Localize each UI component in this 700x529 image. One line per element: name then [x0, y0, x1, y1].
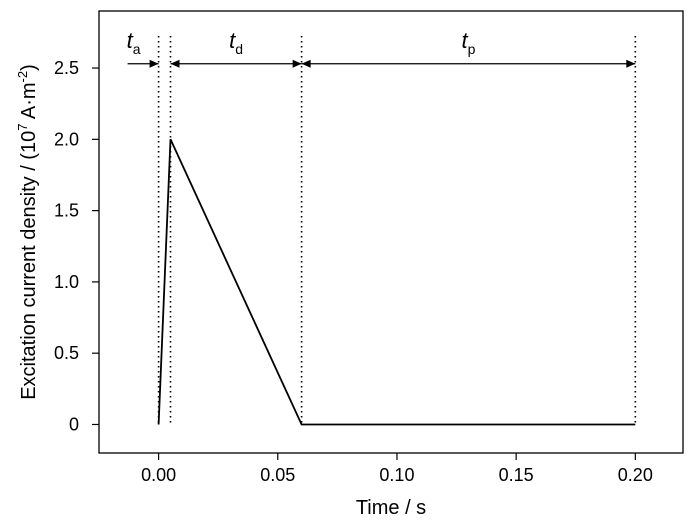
- series-line-0: [157, 138, 636, 426]
- y-axis-title-close: ): [18, 64, 40, 71]
- interval-label-main: t: [462, 28, 469, 53]
- y-axis-title-unit-exp: -2: [15, 71, 30, 83]
- y-axis-title: Excitation current density / (107 A·m-2): [15, 64, 40, 400]
- interval-arrows: ta td tp: [127, 28, 636, 68]
- x-ticks: 0.00 0.05 0.10 0.15 0.20: [141, 453, 653, 485]
- plot-frame: [98, 10, 684, 454]
- interval-label-sub: p: [468, 41, 476, 57]
- y-tick-label: 2.5: [54, 58, 79, 78]
- interval-label-d: td: [229, 28, 243, 57]
- y-tick-label: 0.5: [54, 343, 79, 363]
- arrow-head: [301, 59, 311, 68]
- y-ticks: 0 0.5 1.0 1.5 2.0 2.5: [54, 58, 99, 434]
- x-tick-label: 0.05: [260, 465, 295, 485]
- interval-label-sub: d: [235, 41, 243, 57]
- arrow-head: [292, 59, 302, 68]
- arrow-head: [626, 59, 636, 68]
- y-axis-title-unit: A·m: [18, 82, 40, 123]
- y-tick-label: 2.0: [54, 129, 79, 149]
- y-tick-label: 0: [69, 414, 79, 434]
- interval-label-a: ta: [127, 28, 141, 57]
- y-tick-label: 1.5: [54, 201, 79, 221]
- y-axis-title-exp: 7: [15, 124, 30, 131]
- x-tick-label: 0.10: [379, 465, 414, 485]
- x-tick-label: 0.00: [141, 465, 176, 485]
- interval-label-main: t: [229, 28, 236, 53]
- series-layer: [157, 138, 636, 426]
- interval-label-main: t: [127, 28, 134, 53]
- interval-label-sub: a: [133, 41, 141, 57]
- arrow-head: [170, 59, 180, 68]
- interval-label-p: tp: [462, 28, 476, 57]
- x-tick-label: 0.20: [618, 465, 653, 485]
- arrow-head: [149, 59, 159, 68]
- x-axis-title: Time / s: [356, 497, 426, 519]
- interval-boundaries: [157, 36, 637, 425]
- x-tick-label: 0.15: [499, 465, 534, 485]
- y-axis-title-main: Excitation current density / (10: [18, 131, 40, 400]
- y-tick-label: 1.0: [54, 272, 79, 292]
